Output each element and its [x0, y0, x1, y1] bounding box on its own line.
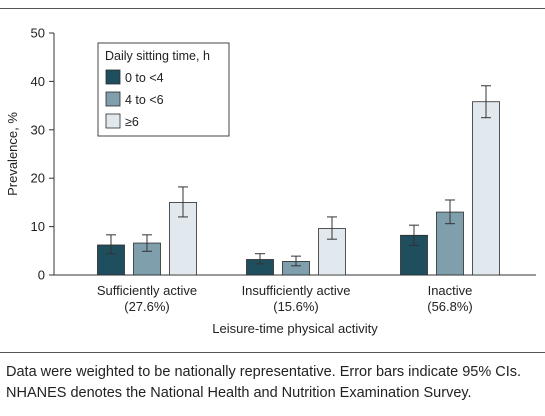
y-axis-title: Prevalence, % — [5, 112, 20, 196]
bottom-rule — [0, 352, 545, 353]
bar — [472, 101, 500, 276]
x-tick-label: Insufficiently active — [242, 283, 351, 298]
x-tick-sublabel: (15.6%) — [273, 299, 319, 314]
legend-label: ≥6 — [125, 115, 139, 129]
top-rule — [0, 8, 545, 9]
y-tick-label: 0 — [38, 268, 45, 283]
figure-footnote: Data were weighted to be nationally repr… — [6, 364, 522, 401]
y-tick-label: 50 — [31, 26, 45, 41]
y-tick-label: 40 — [31, 74, 45, 89]
legend-swatch — [105, 113, 121, 129]
x-tick-sublabel: (56.8%) — [427, 299, 473, 314]
bar-chart: 0 10 20 30 40 50 Prevalence, % Sufficiently act… — [5, 26, 536, 336]
x-axis-title: Leisure-time physical activity — [212, 321, 378, 336]
legend-title: Daily sitting time, h — [105, 49, 210, 63]
y-tick-label: 30 — [31, 122, 45, 137]
y-tick-label: 20 — [31, 171, 45, 186]
legend-swatch — [105, 91, 121, 107]
y-tick-label: 10 — [31, 219, 45, 234]
legend-label: 0 to <4 — [125, 71, 164, 85]
x-tick-sublabel: (27.6%) — [124, 299, 170, 314]
x-tick-label: Inactive — [428, 283, 473, 298]
legend-label: 4 to <6 — [125, 93, 164, 107]
x-tick-label: Sufficiently active — [97, 283, 197, 298]
legend-swatch — [105, 69, 121, 85]
